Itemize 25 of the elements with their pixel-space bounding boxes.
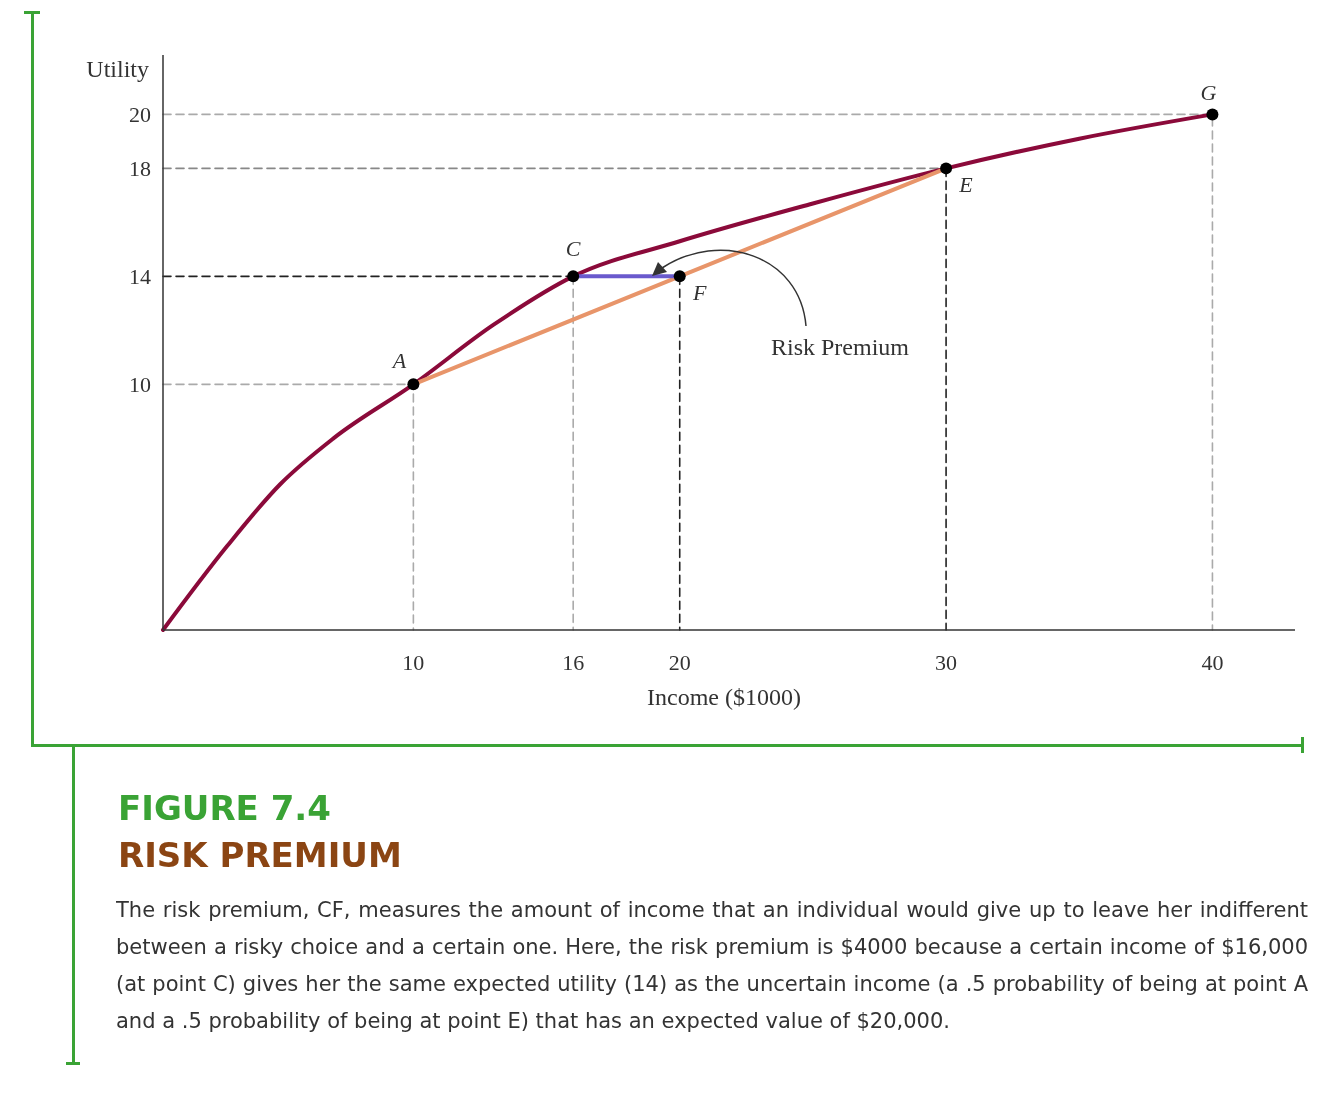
annotation: Risk Premium: [770, 334, 910, 360]
annotation: C: [565, 236, 581, 262]
x-tick-label: 30: [935, 650, 958, 675]
point: [1206, 108, 1219, 121]
annotation: G: [1200, 80, 1217, 106]
y-tick-label: 20: [129, 102, 151, 128]
x-tick-label: 10: [402, 650, 425, 675]
text: FIGURE 7.4: [118, 788, 331, 828]
x-tick-label: 20: [668, 650, 691, 675]
point: [567, 270, 580, 283]
text: The risk premium, CF, measures the amount of income that an individual would give up to leave her indifferent between a risky choice and a certain one. Here, the risk premium is $4000 because a certain income of $16,000 (at point C) gives her the same expected utility (14) as the uncertain income (a .5 probability of being at point A and a .5 probability of being at point E) that has an expected value of $20,000.: [116, 897, 1308, 1035]
annotation: A: [390, 348, 407, 374]
x-tick-label: 16: [562, 650, 585, 675]
y-tick-label: 18: [129, 156, 151, 182]
y-axis-title: Utility: [86, 56, 149, 82]
x-tick-label: 40: [1201, 650, 1224, 675]
y-tick-label: 10: [129, 372, 151, 398]
point: [940, 162, 953, 175]
text: RISK PREMIUM: [118, 835, 402, 875]
annotation: F: [692, 280, 707, 306]
point: [673, 270, 686, 283]
y-tick-label: 14: [129, 264, 151, 290]
point: [407, 378, 420, 391]
annotation: E: [958, 172, 974, 198]
x-axis-title: Income ($1000): [647, 684, 801, 710]
